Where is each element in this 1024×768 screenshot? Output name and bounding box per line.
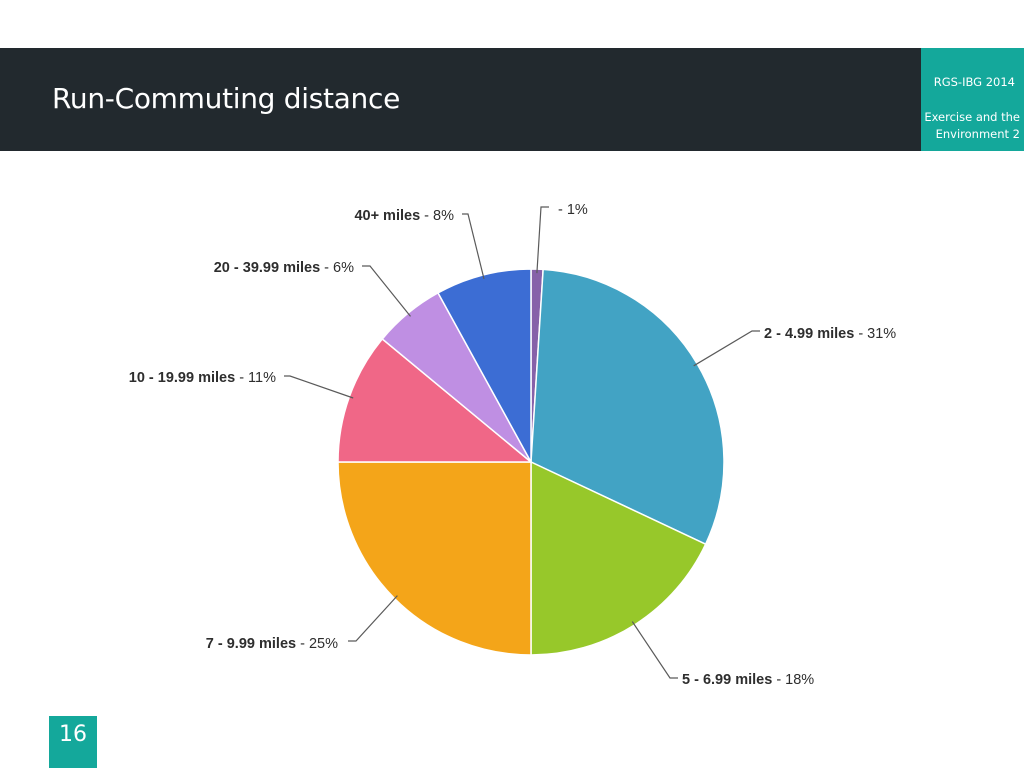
leader-line: [348, 595, 398, 642]
page-number: 16: [59, 722, 87, 747]
slide-title: Run-Commuting distance: [52, 82, 400, 115]
slice-label-percent: - 18%: [776, 672, 814, 688]
pie-slice: [337, 461, 532, 656]
slice-label-percent: - 1%: [558, 202, 588, 218]
session-label: Exercise and the Environment 2: [924, 110, 1020, 141]
slice-label: 5 - 6.99 miles - 18%: [682, 672, 814, 688]
leader-line: [462, 213, 485, 280]
leader-line: [536, 206, 549, 274]
slice-label: 10 - 19.99 miles - 11%: [129, 370, 276, 386]
slice-label-name: 40+ miles: [354, 208, 424, 224]
slice-label: 2 - 4.99 miles - 31%: [764, 326, 896, 342]
slice-label-percent: - 11%: [239, 370, 276, 386]
slice-label: 40+ miles - 8%: [354, 208, 454, 224]
slice-label-name: 2 - 4.99 miles: [764, 326, 858, 342]
slice-label-name: 10 - 19.99 miles: [129, 370, 239, 386]
page-number-box: 16: [49, 716, 97, 768]
slice-label-name: 20 - 39.99 miles: [214, 260, 324, 276]
slice-label-percent: - 6%: [324, 260, 354, 276]
leader-line: [284, 375, 354, 399]
slice-label-name: 5 - 6.99 miles: [682, 672, 776, 688]
slice-label-percent: - 31%: [858, 326, 896, 342]
leader-line: [693, 330, 760, 367]
slice-label-name: 7 - 9.99 miles: [206, 636, 300, 652]
conference-box: RGS-IBG 2014 Exercise and the Environmen…: [921, 48, 1024, 151]
slice-label-percent: - 25%: [300, 636, 338, 652]
conference-label: RGS-IBG 2014: [933, 75, 1015, 89]
leader-line: [631, 621, 678, 679]
slice-label: 7 - 9.99 miles - 25%: [206, 636, 338, 652]
slice-label-percent: - 8%: [424, 208, 454, 224]
slice-label: - 1%: [558, 202, 588, 218]
slice-label: 20 - 39.99 miles - 6%: [214, 260, 354, 276]
header-bar: [0, 48, 921, 151]
leader-line: [362, 265, 411, 317]
